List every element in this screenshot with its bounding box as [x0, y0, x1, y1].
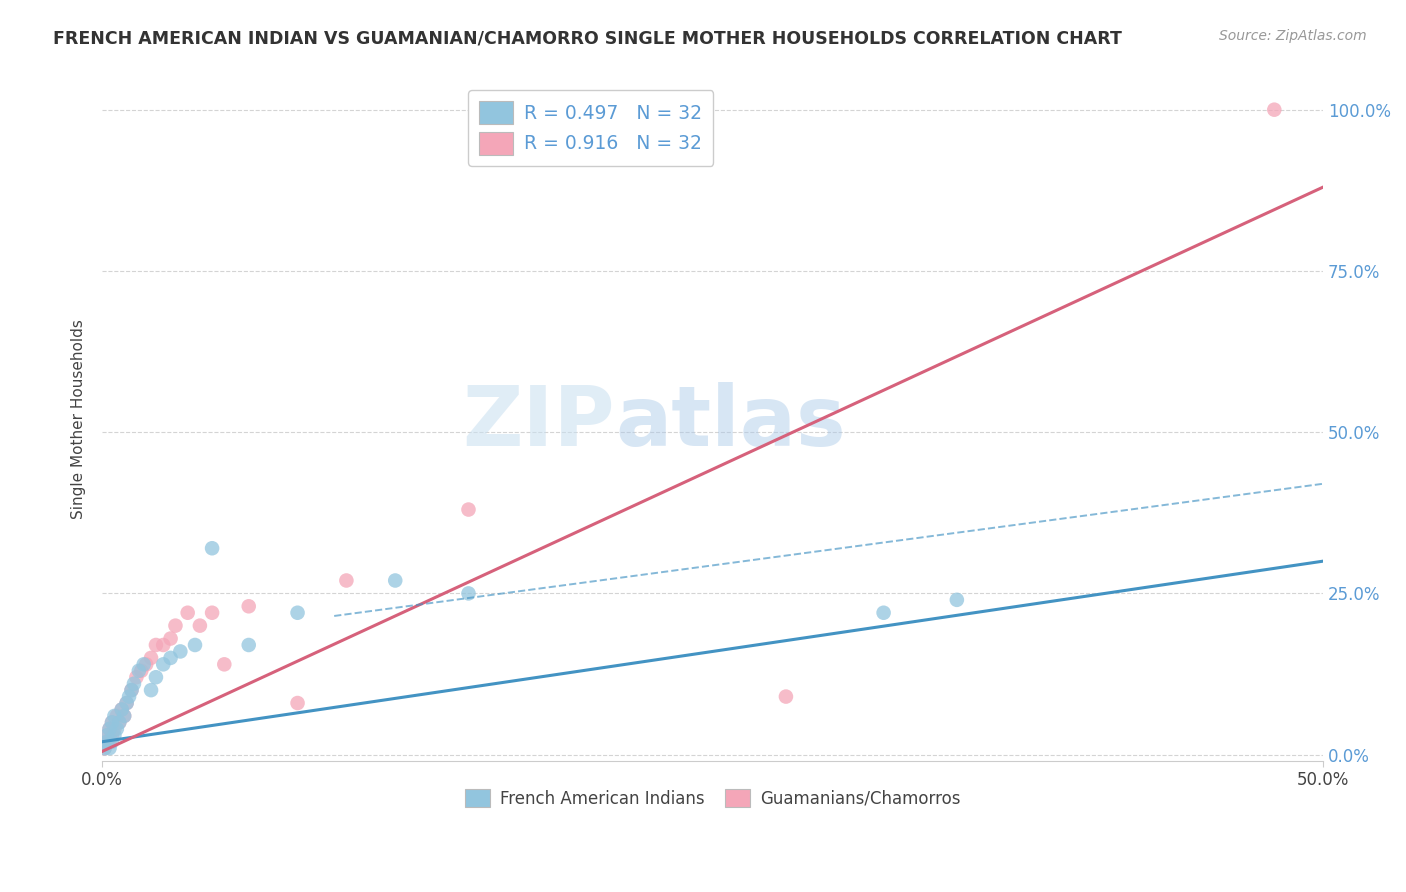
Point: [101, 715, 124, 730]
Point: [139, 651, 162, 665]
Text: ZIP: ZIP: [463, 382, 614, 463]
Point: [96, 735, 118, 749]
Point: [103, 722, 125, 736]
Legend: French American Indians, Guamanians/Chamorros: French American Indians, Guamanians/Cham…: [458, 783, 967, 814]
Point: [129, 664, 152, 678]
Point: [335, 574, 357, 588]
Point: [169, 644, 191, 658]
Point: [775, 690, 797, 704]
Point: [152, 638, 174, 652]
Y-axis label: Single Mother Households: Single Mother Households: [72, 319, 86, 519]
Point: [121, 683, 143, 698]
Point: [238, 638, 260, 652]
Point: [105, 722, 128, 736]
Point: [152, 657, 174, 672]
Point: [201, 541, 224, 556]
Point: [457, 586, 479, 600]
Point: [135, 657, 157, 672]
Point: [176, 606, 198, 620]
Point: [112, 709, 135, 723]
Point: [287, 606, 309, 620]
Text: Source: ZipAtlas.com: Source: ZipAtlas.com: [1219, 29, 1367, 44]
Point: [287, 696, 309, 710]
Point: [101, 715, 124, 730]
Point: [145, 670, 167, 684]
Point: [384, 574, 406, 588]
Point: [132, 657, 155, 672]
Point: [111, 702, 134, 716]
Point: [872, 606, 894, 620]
Point: [214, 657, 236, 672]
Point: [118, 690, 141, 704]
Point: [105, 709, 128, 723]
Point: [115, 696, 138, 710]
Point: [98, 722, 121, 736]
Point: [121, 683, 143, 698]
Point: [96, 735, 118, 749]
Point: [108, 715, 131, 730]
Point: [112, 709, 135, 723]
Point: [159, 651, 181, 665]
Point: [98, 741, 121, 756]
Point: [201, 606, 224, 620]
Text: atlas: atlas: [614, 382, 846, 463]
Point: [111, 702, 134, 716]
Point: [159, 632, 181, 646]
Point: [188, 618, 211, 632]
Point: [946, 592, 969, 607]
Point: [93, 741, 115, 756]
Point: [101, 728, 124, 742]
Text: FRENCH AMERICAN INDIAN VS GUAMANIAN/CHAMORRO SINGLE MOTHER HOUSEHOLDS CORRELATIO: FRENCH AMERICAN INDIAN VS GUAMANIAN/CHAM…: [53, 29, 1122, 47]
Point: [139, 683, 162, 698]
Point: [457, 502, 479, 516]
Point: [96, 728, 118, 742]
Point: [125, 670, 148, 684]
Point: [145, 638, 167, 652]
Point: [108, 715, 131, 730]
Point: [103, 709, 125, 723]
Point: [96, 728, 118, 742]
Point: [122, 676, 145, 690]
Point: [165, 618, 187, 632]
Point: [128, 664, 150, 678]
Point: [103, 728, 125, 742]
Point: [1263, 103, 1285, 117]
Point: [93, 741, 115, 756]
Point: [115, 696, 138, 710]
Point: [98, 735, 121, 749]
Point: [98, 722, 121, 736]
Point: [101, 735, 124, 749]
Point: [184, 638, 207, 652]
Point: [238, 599, 260, 614]
